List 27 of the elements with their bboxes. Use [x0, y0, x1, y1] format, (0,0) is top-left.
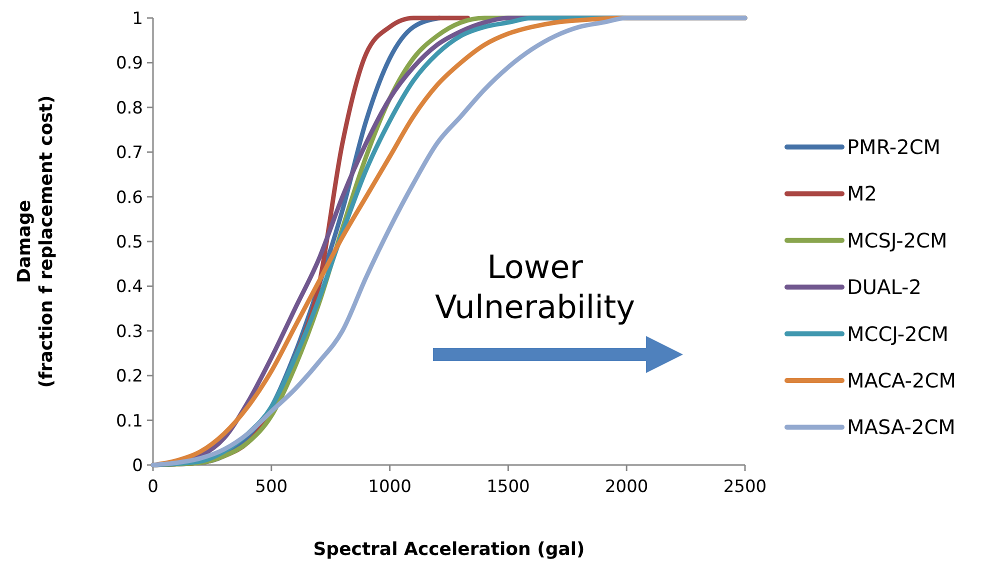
y-tick-label: 0.9 — [116, 54, 143, 74]
legend-label: M2 — [847, 182, 877, 206]
y-tick-label: 0.2 — [116, 366, 143, 387]
legend-label: PMR-2CM — [847, 135, 941, 159]
x-tick-label: 1000 — [368, 477, 412, 497]
y-tick-label: 0 — [132, 456, 143, 476]
x-tick-label: 2500 — [723, 477, 767, 497]
y-tick-label: 0.5 — [116, 232, 143, 252]
annotation: Lower Vulnerability — [434, 248, 636, 326]
y-tick-label: 0.4 — [116, 277, 143, 298]
x-tick-label: 1500 — [486, 477, 530, 497]
legend-label: MASA-2CM — [847, 415, 956, 440]
y-tick-label: 0.1 — [116, 411, 143, 432]
legend-label: MCCJ-2CM — [847, 322, 949, 346]
legend-label: MACA-2CM — [847, 368, 956, 392]
y-tick-label: 0.7 — [116, 143, 143, 164]
y-tick-label: 0.6 — [116, 188, 143, 208]
legend-label: MCSJ-2CM — [847, 228, 948, 252]
y-tick-label: 1 — [132, 8, 143, 29]
x-tick-label: 0 — [148, 477, 158, 497]
x-tick-label: 2000 — [604, 477, 648, 497]
x-tick-label: 500 — [255, 477, 288, 497]
x-axis-title: Spectral Acceleration (gal) — [313, 539, 585, 560]
y-axis-title: Damage (fraction f replacement cost) — [14, 95, 57, 388]
y-tick-label: 0.3 — [116, 322, 143, 342]
legend-label: DUAL-2 — [847, 275, 922, 300]
y-tick-label: 0.8 — [116, 98, 143, 118]
